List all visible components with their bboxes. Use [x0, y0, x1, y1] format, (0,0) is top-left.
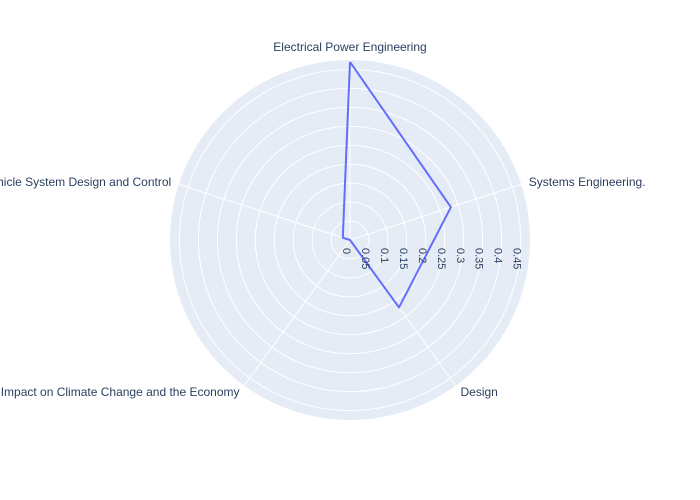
category-label-2: Design	[461, 385, 498, 399]
angular-spoke-1	[349, 183, 522, 241]
category-label-4: Vehicle System Design and Control	[0, 175, 171, 189]
radial-tick-label-4: 0.2	[416, 248, 428, 263]
radial-tick-label-6: 0.3	[454, 248, 466, 263]
category-label-1: Systems Engineering.	[529, 175, 646, 189]
radial-tick-label-1: 0.05	[359, 248, 371, 269]
series-line	[341, 61, 452, 309]
radial-tick-label-5: 0.25	[435, 248, 447, 269]
angular-spoke-4	[178, 183, 351, 241]
category-label-0: Electrical Power Engineering	[273, 40, 426, 54]
radial-tick-label-0: 0	[340, 248, 352, 254]
category-label-3: Impact on Climate Change and the Economy	[1, 385, 240, 399]
radial-tick-label-7: 0.35	[473, 248, 485, 269]
radial-tick-label-2: 0.1	[378, 248, 390, 263]
radial-tick-label-8: 0.4	[492, 248, 504, 263]
radial-tick-label-3: 0.15	[397, 248, 409, 269]
radial-tick-label-9: 0.45	[511, 248, 523, 269]
angular-spoke-3	[243, 239, 351, 386]
